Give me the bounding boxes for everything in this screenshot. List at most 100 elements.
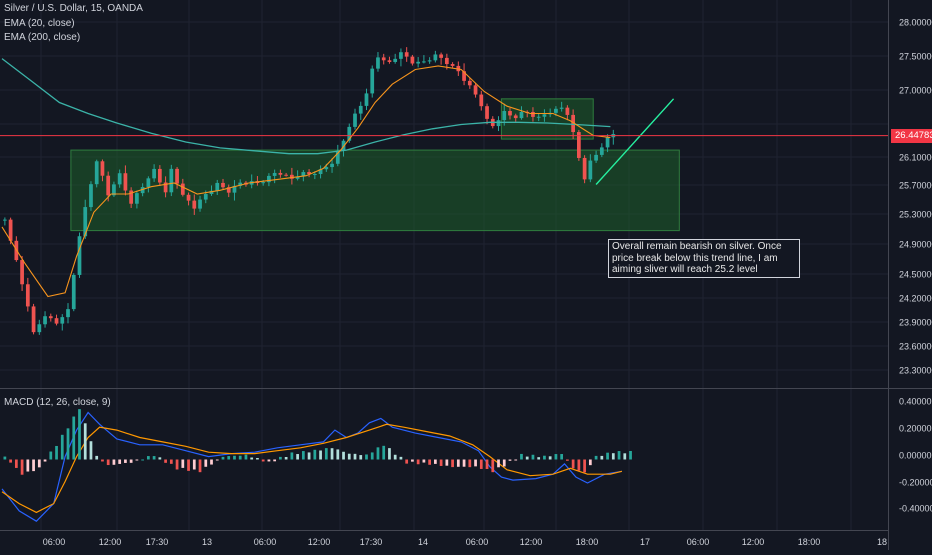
- candle-body[interactable]: [31, 306, 36, 333]
- macd-line[interactable]: [1, 411, 622, 522]
- ema20-legend[interactable]: EMA (20, close): [4, 18, 75, 29]
- candle-body[interactable]: [203, 194, 208, 200]
- ema200-line[interactable]: [1, 58, 611, 155]
- candle-body[interactable]: [152, 168, 156, 179]
- candle-body[interactable]: [422, 61, 426, 63]
- candle-body[interactable]: [513, 115, 518, 119]
- candle-body[interactable]: [330, 163, 334, 168]
- signal-line[interactable]: [1, 423, 623, 514]
- candle-body[interactable]: [83, 207, 88, 237]
- candle-body[interactable]: [209, 190, 214, 195]
- candle-body[interactable]: [180, 183, 185, 195]
- candle-body[interactable]: [140, 187, 145, 194]
- candle-body[interactable]: [479, 94, 484, 107]
- candle-body[interactable]: [565, 107, 570, 115]
- candle-body[interactable]: [54, 318, 59, 324]
- candle-body[interactable]: [324, 167, 329, 170]
- candle-body[interactable]: [347, 126, 352, 141]
- candle-body[interactable]: [106, 175, 111, 196]
- candle-body[interactable]: [215, 182, 220, 191]
- candle-body[interactable]: [427, 60, 432, 62]
- candle-body[interactable]: [404, 52, 409, 57]
- candle-body[interactable]: [571, 114, 575, 133]
- candle-body[interactable]: [393, 58, 398, 62]
- candle-body[interactable]: [163, 182, 168, 193]
- candle-body[interactable]: [94, 161, 99, 185]
- candle-body[interactable]: [502, 111, 507, 121]
- candle-body[interactable]: [112, 184, 116, 196]
- candle-body[interactable]: [582, 157, 587, 180]
- candle-body[interactable]: [71, 274, 76, 310]
- candle-body[interactable]: [358, 105, 363, 114]
- candle-body[interactable]: [433, 54, 438, 61]
- candle-body[interactable]: [3, 219, 7, 221]
- candle-body[interactable]: [37, 324, 42, 333]
- candle-body[interactable]: [519, 111, 524, 119]
- candle-body[interactable]: [226, 187, 231, 193]
- candle-body[interactable]: [146, 178, 151, 188]
- candle-body[interactable]: [25, 284, 30, 307]
- ema20-line[interactable]: [1, 65, 611, 298]
- candle-body[interactable]: [559, 107, 564, 109]
- candle-body[interactable]: [531, 111, 535, 117]
- candle-body[interactable]: [416, 61, 421, 64]
- candle-body[interactable]: [467, 80, 472, 86]
- candle-body[interactable]: [335, 150, 340, 164]
- candle-body[interactable]: [450, 64, 455, 66]
- candle-body[interactable]: [444, 57, 449, 65]
- candle-body[interactable]: [399, 52, 403, 59]
- candle-body[interactable]: [508, 111, 512, 116]
- candle-body[interactable]: [43, 316, 47, 325]
- candle-body[interactable]: [554, 108, 558, 113]
- candle-body[interactable]: [290, 174, 294, 179]
- candle-body[interactable]: [77, 236, 82, 275]
- candle-body[interactable]: [261, 182, 266, 184]
- candle-body[interactable]: [186, 194, 191, 201]
- support-zone[interactable]: [70, 149, 680, 232]
- candle-body[interactable]: [135, 193, 139, 204]
- candle-body[interactable]: [439, 54, 443, 58]
- candle-body[interactable]: [599, 147, 604, 155]
- candle-body[interactable]: [588, 160, 593, 180]
- candle-body[interactable]: [381, 57, 386, 61]
- macd-legend[interactable]: MACD (12, 26, close, 9): [4, 397, 111, 408]
- candle-body[interactable]: [60, 317, 65, 324]
- candle-body[interactable]: [272, 172, 277, 176]
- candle-body[interactable]: [169, 168, 174, 193]
- candle-body[interactable]: [387, 60, 392, 62]
- candle-body[interactable]: [376, 57, 380, 69]
- candle-body[interactable]: [353, 113, 357, 127]
- candle-body[interactable]: [117, 173, 122, 185]
- candle-body[interactable]: [284, 174, 288, 176]
- candle-body[interactable]: [307, 172, 311, 175]
- candle-body[interactable]: [100, 161, 105, 176]
- candle-body[interactable]: [8, 219, 13, 241]
- candle-body[interactable]: [192, 200, 197, 209]
- candle-body[interactable]: [318, 169, 323, 175]
- candle-body[interactable]: [536, 116, 541, 118]
- candle-body[interactable]: [157, 168, 162, 183]
- candle-body[interactable]: [542, 114, 547, 117]
- trend-line[interactable]: [595, 98, 675, 185]
- candle-body[interactable]: [485, 106, 489, 119]
- candle-body[interactable]: [267, 175, 271, 183]
- candle-body[interactable]: [605, 137, 610, 148]
- candle-body[interactable]: [20, 260, 24, 285]
- candle-body[interactable]: [66, 309, 70, 318]
- candle-body[interactable]: [301, 172, 306, 177]
- candle-body[interactable]: [175, 168, 179, 184]
- candle-body[interactable]: [221, 182, 225, 188]
- candle-body[interactable]: [123, 173, 128, 191]
- ema200-legend[interactable]: EMA (200, close): [4, 32, 81, 43]
- candle-body[interactable]: [594, 154, 598, 161]
- candle-body[interactable]: [232, 185, 237, 193]
- candle-body[interactable]: [198, 199, 202, 209]
- candle-body[interactable]: [238, 182, 243, 186]
- candle-body[interactable]: [312, 174, 317, 176]
- candle-body[interactable]: [364, 93, 369, 106]
- candle-body[interactable]: [496, 120, 501, 127]
- candle-body[interactable]: [278, 172, 283, 175]
- candle-body[interactable]: [295, 176, 300, 179]
